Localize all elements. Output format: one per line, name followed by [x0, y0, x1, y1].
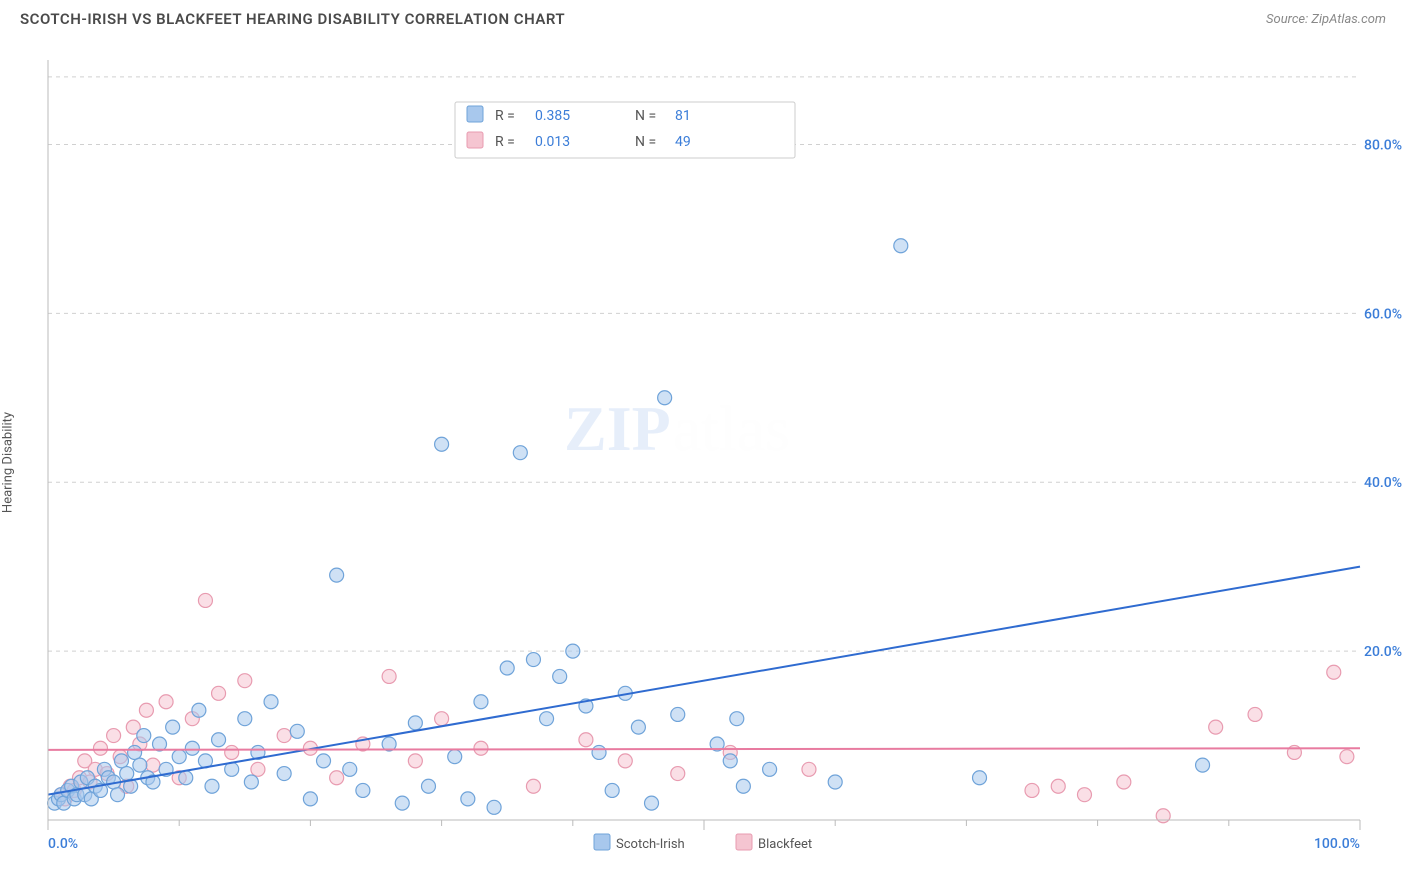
svg-text:Blackfeet: Blackfeet [758, 837, 812, 852]
svg-text:ZIPatlas: ZIPatlas [564, 393, 790, 464]
svg-text:Scotch-Irish: Scotch-Irish [616, 837, 685, 852]
svg-text:N =: N = [635, 134, 656, 150]
y-axis-label: Hearing Disability [1, 412, 16, 513]
svg-text:81: 81 [675, 108, 691, 124]
svg-text:20.0%: 20.0% [1364, 644, 1402, 660]
chart-title: SCOTCH-IRISH VS BLACKFEET HEARING DISABI… [20, 10, 565, 28]
svg-text:60.0%: 60.0% [1364, 306, 1402, 322]
svg-text:R =: R = [495, 134, 515, 150]
svg-text:0.0%: 0.0% [48, 836, 78, 852]
chart-container: Hearing Disability 20.0% 40.0% 60.0% 80.0% Z… [0, 40, 1406, 870]
svg-text:49: 49 [675, 134, 691, 150]
svg-text:100.0%: 100.0% [1314, 836, 1360, 852]
svg-text:80.0%: 80.0% [1364, 137, 1402, 153]
svg-text:R =: R = [495, 108, 515, 124]
source-label: Source: ZipAtlas.com [1266, 12, 1386, 27]
svg-text:40.0%: 40.0% [1364, 475, 1402, 491]
scatter-chart: 20.0% 40.0% 60.0% 80.0% ZIPatlas 0.0% 100.0% R … [0, 40, 1406, 870]
svg-text:0.013: 0.013 [535, 134, 570, 150]
svg-text:0.385: 0.385 [535, 108, 570, 124]
svg-text:N =: N = [635, 108, 656, 124]
